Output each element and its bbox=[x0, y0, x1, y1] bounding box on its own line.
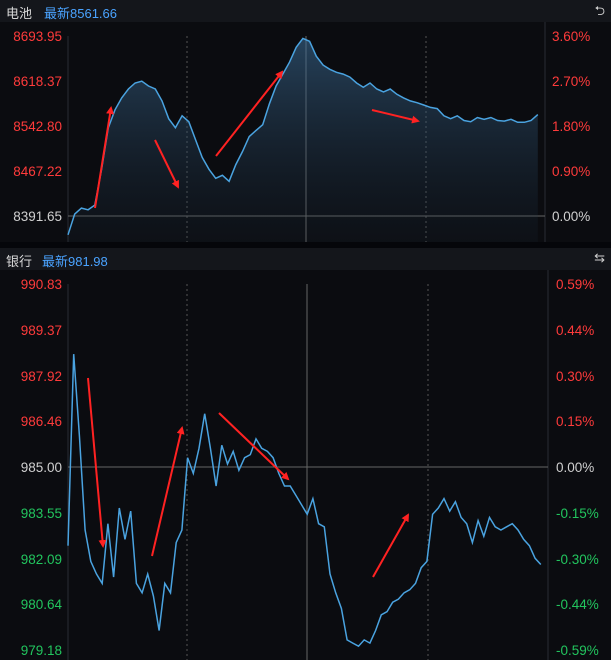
series-line bbox=[67, 354, 542, 648]
arrow bbox=[151, 426, 185, 557]
series-area-fill bbox=[68, 38, 538, 243]
right-tick-label: -0.59% bbox=[556, 643, 599, 658]
left-tick-label: 986.46 bbox=[21, 414, 62, 429]
left-tick-label: 8618.37 bbox=[13, 74, 62, 89]
left-tick-label: 979.18 bbox=[21, 643, 62, 658]
left-tick-label: 987.92 bbox=[21, 369, 62, 384]
series-line bbox=[67, 37, 539, 236]
right-tick-label: 0.44% bbox=[556, 323, 594, 338]
right-tick-label: -0.30% bbox=[556, 552, 599, 567]
panel-1-arrows bbox=[94, 70, 420, 209]
panel-2-switch-icon[interactable]: ⇆ bbox=[594, 250, 605, 265]
right-tick-label: -0.15% bbox=[556, 506, 599, 521]
left-tick-label: 985.00 bbox=[21, 460, 62, 475]
left-tick-label: 982.09 bbox=[21, 552, 62, 567]
right-tick-label: 2.70% bbox=[552, 74, 590, 89]
right-tick-label: -0.44% bbox=[556, 597, 599, 612]
arrow bbox=[87, 377, 107, 548]
right-tick-label: 0.00% bbox=[552, 209, 590, 224]
panel-2-arrows bbox=[87, 377, 409, 578]
panel-1-switch-icon[interactable]: ⮌ bbox=[594, 3, 605, 18]
panel-2-header: 银行 最新981.98 ⇆ bbox=[0, 248, 611, 270]
left-tick-label: 980.64 bbox=[21, 597, 63, 612]
left-tick-label: 8693.95 bbox=[13, 29, 62, 44]
right-tick-label: 1.80% bbox=[552, 119, 590, 134]
right-tick-label: 0.59% bbox=[556, 277, 594, 292]
arrow bbox=[371, 109, 420, 124]
arrow bbox=[218, 412, 290, 481]
right-tick-label: 0.00% bbox=[556, 460, 594, 475]
right-tick-label: 0.30% bbox=[556, 369, 594, 384]
arrow bbox=[94, 106, 115, 209]
right-tick-label: 0.15% bbox=[556, 414, 594, 429]
arrow bbox=[215, 70, 284, 157]
left-tick-label: 989.37 bbox=[21, 323, 62, 338]
left-tick-label: 8391.65 bbox=[13, 209, 62, 224]
panel-2-name: 银行 bbox=[6, 254, 33, 269]
panel-1-name: 电池 bbox=[6, 6, 33, 21]
panel-1-header: 电池 最新8561.66 ⮌ bbox=[0, 0, 611, 22]
left-tick-label: 8542.80 bbox=[13, 119, 62, 134]
arrow bbox=[372, 513, 409, 578]
panel-separator bbox=[0, 242, 611, 248]
left-tick-label: 983.55 bbox=[21, 506, 62, 521]
arrow bbox=[154, 139, 179, 189]
left-tick-label: 8467.22 bbox=[13, 164, 62, 179]
left-tick-label: 990.83 bbox=[21, 277, 62, 292]
right-tick-label: 3.60% bbox=[552, 29, 590, 44]
panel-2-grid bbox=[67, 270, 549, 660]
panel-2-latest: 最新981.98 bbox=[42, 254, 108, 269]
panel-1-latest: 最新8561.66 bbox=[44, 6, 117, 21]
right-tick-label: 0.90% bbox=[552, 164, 590, 179]
